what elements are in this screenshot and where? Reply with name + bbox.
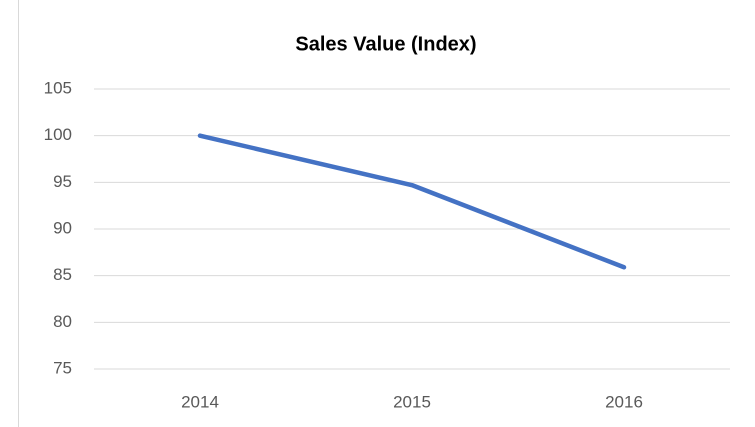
y-tick-label: 105 [44, 78, 72, 97]
chart-frame [18, 0, 755, 427]
x-tick-label: 2014 [181, 392, 219, 411]
line-series [197, 133, 627, 270]
y-tick-label: 90 [53, 218, 72, 237]
x-tick-label: 2016 [605, 392, 643, 411]
y-tick-label: 100 [44, 125, 72, 144]
chart-title: Sales Value (Index) [295, 33, 476, 55]
x-tick-label: 2015 [393, 392, 431, 411]
y-tick-label: 95 [53, 172, 72, 191]
y-tick-label: 80 [53, 312, 72, 331]
y-tick-label: 85 [53, 265, 72, 284]
y-tick-label: 75 [53, 358, 72, 377]
